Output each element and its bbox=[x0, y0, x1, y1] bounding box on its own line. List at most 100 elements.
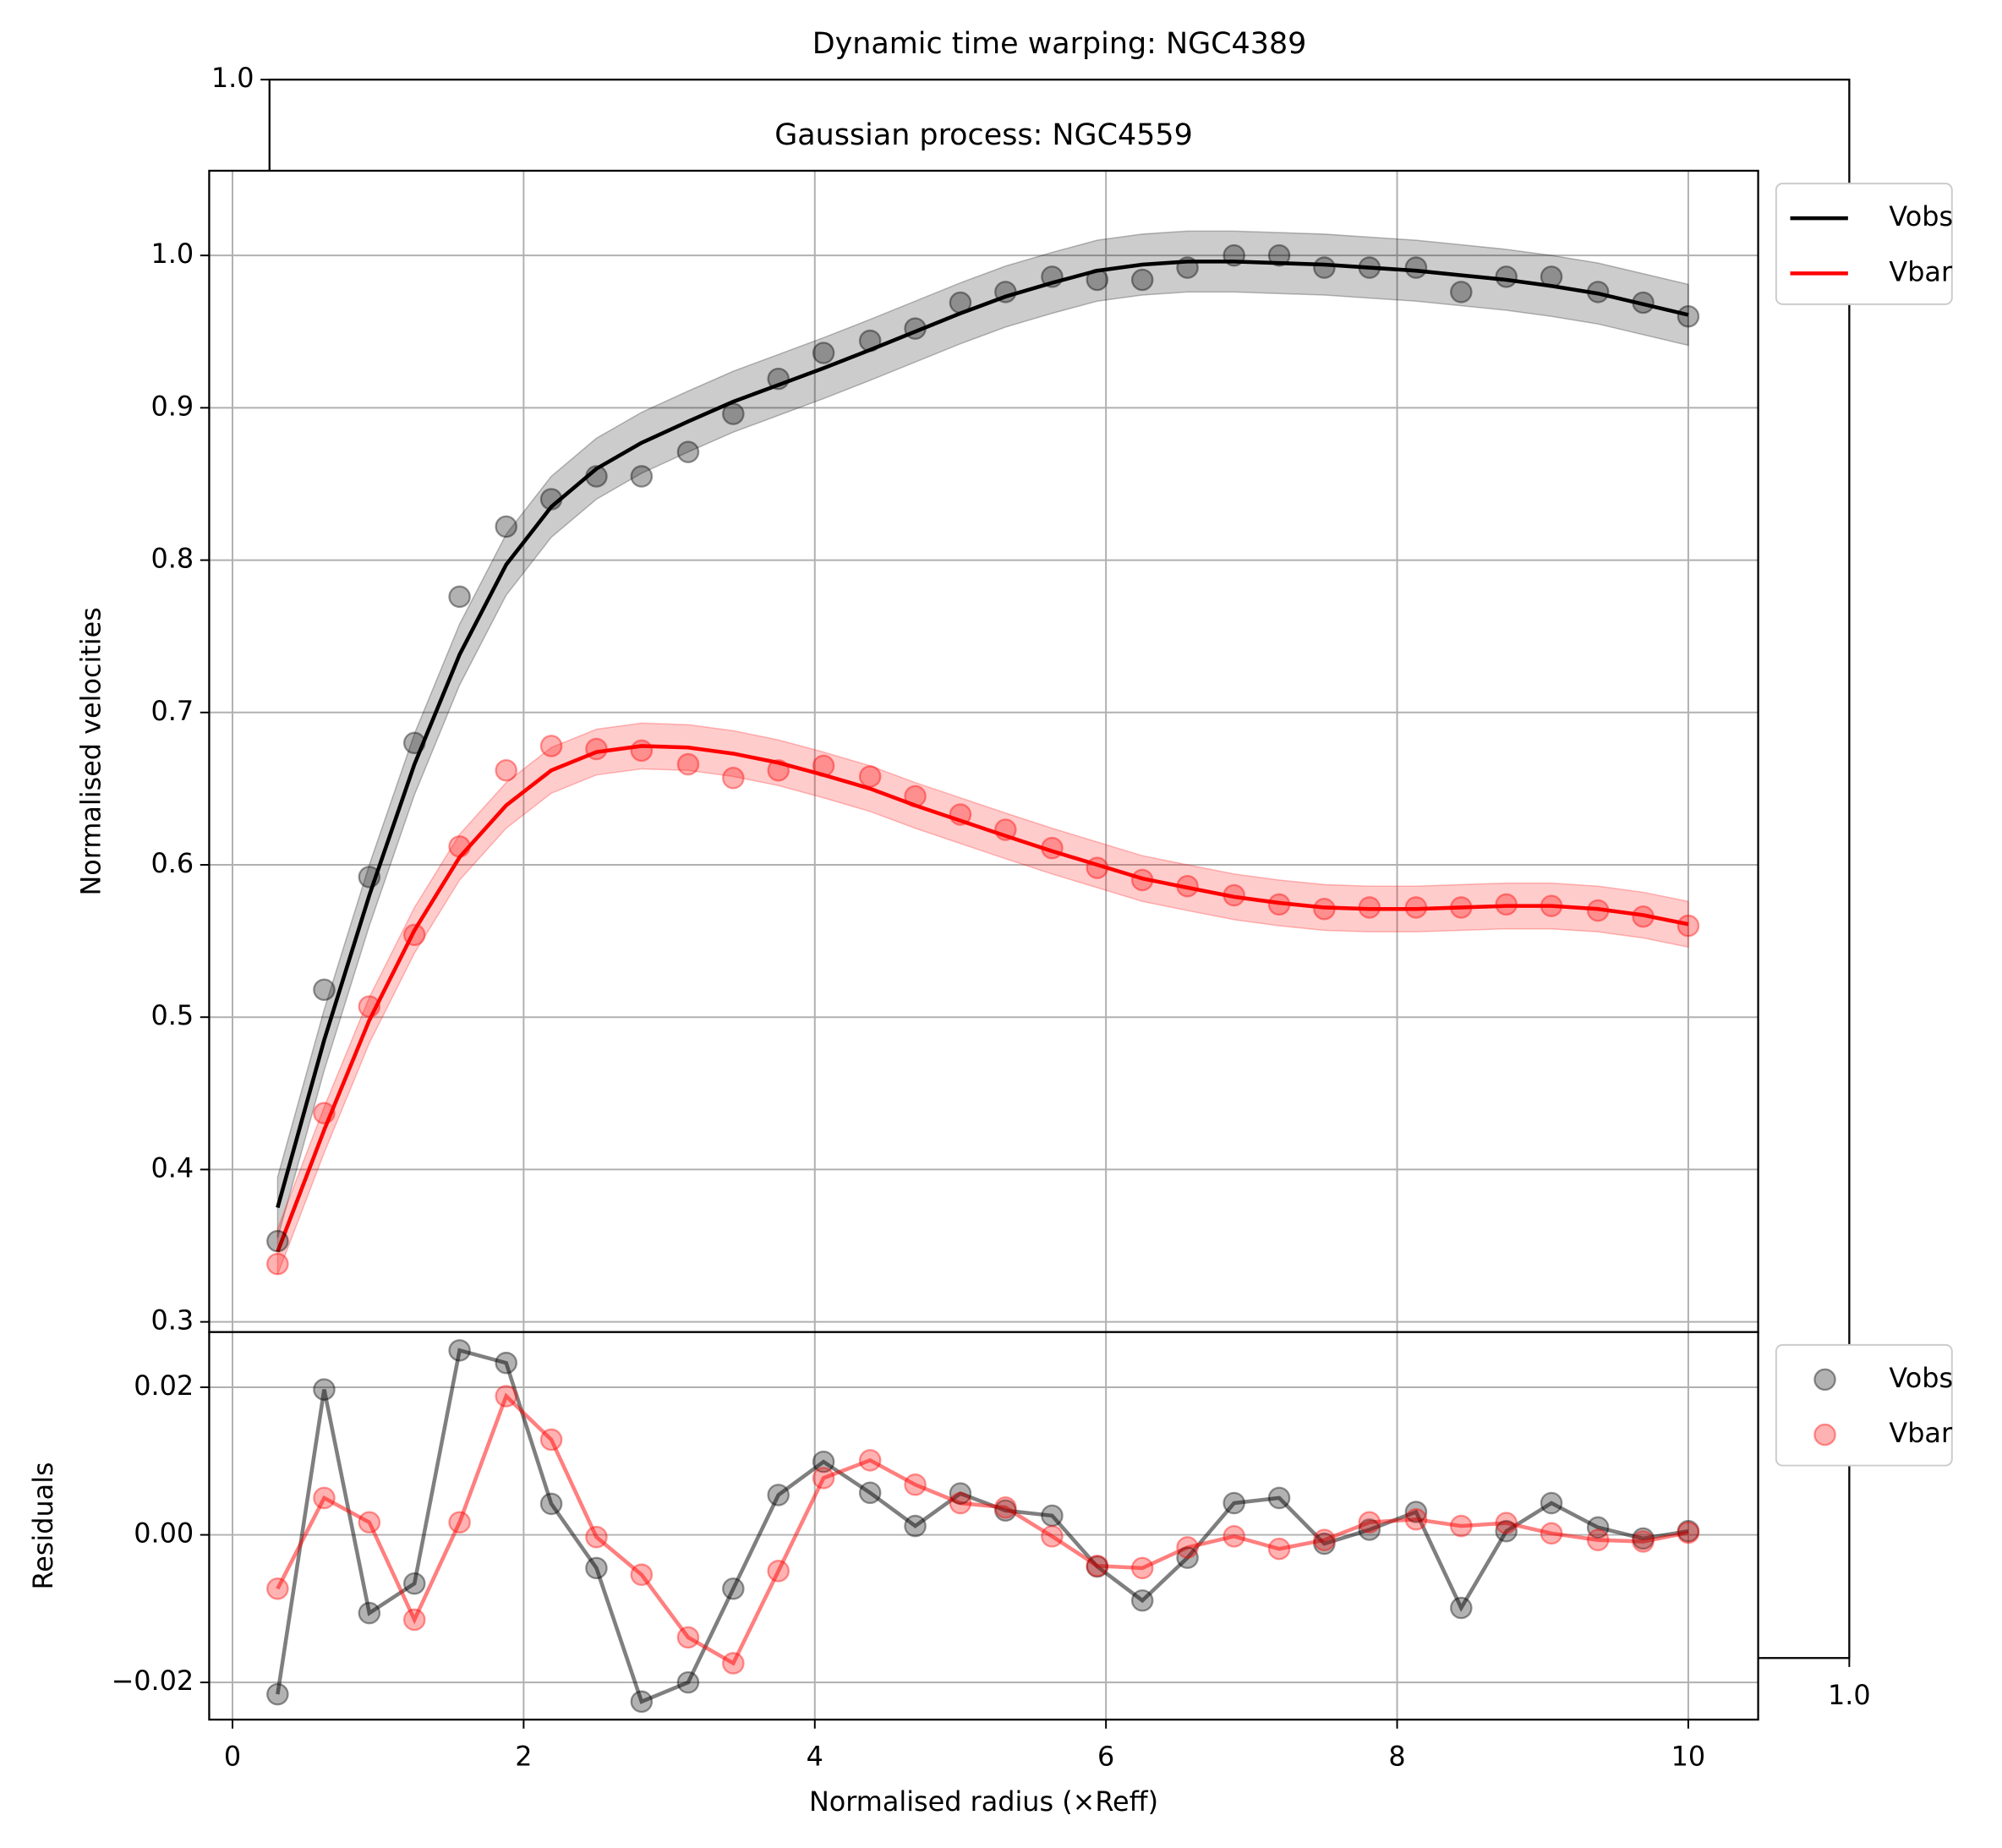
data-point bbox=[858, 329, 882, 353]
legend-label: Vobs bbox=[1889, 1362, 1953, 1394]
data-point bbox=[904, 1514, 927, 1538]
data-point bbox=[676, 752, 700, 776]
y-tick-label: 0.00 bbox=[134, 1517, 194, 1550]
data-point bbox=[1677, 1521, 1700, 1545]
data-point bbox=[266, 1682, 289, 1706]
data-point bbox=[858, 765, 882, 788]
data-point bbox=[1223, 243, 1245, 267]
data-point bbox=[1267, 243, 1291, 267]
data-point bbox=[949, 291, 972, 314]
y-tick-label: 0.3 bbox=[151, 1304, 194, 1337]
data-point bbox=[495, 515, 517, 539]
data-point bbox=[1041, 1504, 1064, 1528]
data-point bbox=[994, 818, 1017, 841]
data-point bbox=[1495, 265, 1518, 288]
data-point bbox=[358, 1511, 381, 1534]
data-point bbox=[539, 735, 563, 757]
y-tick-label: 0.8 bbox=[151, 543, 194, 575]
data-point bbox=[1677, 914, 1700, 938]
data-point bbox=[1223, 1525, 1245, 1548]
data-point bbox=[1267, 1486, 1291, 1510]
data-point bbox=[1130, 1556, 1154, 1580]
data-point bbox=[1540, 894, 1563, 917]
data-point bbox=[1450, 896, 1473, 919]
x-tick-label: 4 bbox=[807, 1741, 823, 1773]
series-line bbox=[276, 1392, 1689, 1666]
data-point bbox=[994, 281, 1017, 303]
data-point bbox=[539, 1492, 563, 1516]
data-point bbox=[1267, 1537, 1291, 1561]
x-axis-label: Normalised radius (×Reff) bbox=[809, 1785, 1158, 1818]
data-point bbox=[539, 1428, 563, 1452]
panel bbox=[208, 169, 1759, 1333]
data-point bbox=[858, 1481, 882, 1505]
data-point bbox=[1586, 899, 1610, 922]
data-point bbox=[1677, 304, 1700, 328]
data-point bbox=[1450, 281, 1473, 303]
data-point bbox=[1176, 874, 1199, 898]
y-tick-label: 0.7 bbox=[151, 695, 194, 727]
data-point bbox=[1176, 1536, 1199, 1559]
y-tick-label: 0.4 bbox=[151, 1151, 194, 1184]
data-point bbox=[402, 731, 426, 755]
data-point bbox=[722, 402, 745, 425]
legend-label: Vbar bbox=[1889, 1417, 1953, 1449]
data-point bbox=[1313, 256, 1336, 279]
y-tick-label: 0.6 bbox=[151, 847, 194, 879]
x-tick-label: 10 bbox=[1671, 1741, 1706, 1773]
data-point bbox=[1540, 265, 1563, 288]
data-point bbox=[1404, 1507, 1428, 1531]
plot-area bbox=[209, 1331, 1759, 1720]
data-point bbox=[1176, 1546, 1199, 1569]
data-point bbox=[1313, 1528, 1336, 1551]
data-point bbox=[630, 739, 654, 763]
legend-label: Vobs bbox=[1889, 200, 1953, 232]
data-point bbox=[495, 758, 517, 782]
data-point bbox=[266, 1252, 289, 1276]
plot-area bbox=[209, 170, 1759, 1332]
panel bbox=[208, 1331, 1759, 1721]
y-tick-label: 0.9 bbox=[151, 390, 194, 422]
data-point bbox=[722, 767, 745, 790]
legend-label: Vbar bbox=[1889, 255, 1953, 287]
series-line bbox=[276, 260, 1689, 1209]
data-point bbox=[1404, 256, 1428, 279]
data-point bbox=[1450, 1514, 1473, 1538]
data-point bbox=[949, 803, 972, 826]
y-axis-label: Residuals bbox=[27, 1462, 59, 1589]
data-point bbox=[313, 1486, 336, 1510]
data-point bbox=[358, 995, 381, 1018]
data-point bbox=[1404, 1501, 1428, 1523]
data-point bbox=[1358, 896, 1381, 919]
data-point bbox=[949, 1482, 972, 1505]
data-point bbox=[949, 1491, 972, 1515]
data-point bbox=[1632, 1530, 1655, 1553]
data-point bbox=[1358, 1511, 1381, 1534]
data-point bbox=[1086, 856, 1109, 879]
y-tick-label: 1.0 bbox=[151, 238, 194, 270]
data-point bbox=[1495, 1512, 1518, 1534]
data-point bbox=[1041, 265, 1064, 288]
data-point bbox=[539, 488, 563, 511]
data-point bbox=[676, 1670, 700, 1694]
data-point bbox=[1130, 268, 1154, 292]
data-point bbox=[1176, 256, 1199, 279]
y-tick-label: 0.02 bbox=[134, 1370, 194, 1402]
data-point bbox=[630, 465, 654, 488]
data-point bbox=[1586, 1528, 1610, 1551]
data-point bbox=[1632, 905, 1655, 928]
data-point bbox=[812, 1467, 835, 1490]
data-point bbox=[722, 1652, 745, 1675]
legend-marker bbox=[1813, 1423, 1836, 1446]
y-tick-label: −0.02 bbox=[112, 1665, 194, 1697]
legend-marker bbox=[1813, 1368, 1836, 1391]
data-point bbox=[994, 1495, 1017, 1519]
data-point bbox=[767, 1560, 790, 1583]
data-point bbox=[1313, 1532, 1336, 1555]
data-point bbox=[767, 367, 790, 391]
data-point bbox=[1267, 893, 1291, 916]
data-point bbox=[1632, 291, 1655, 314]
data-point bbox=[630, 1690, 654, 1714]
data-point bbox=[1130, 868, 1154, 892]
